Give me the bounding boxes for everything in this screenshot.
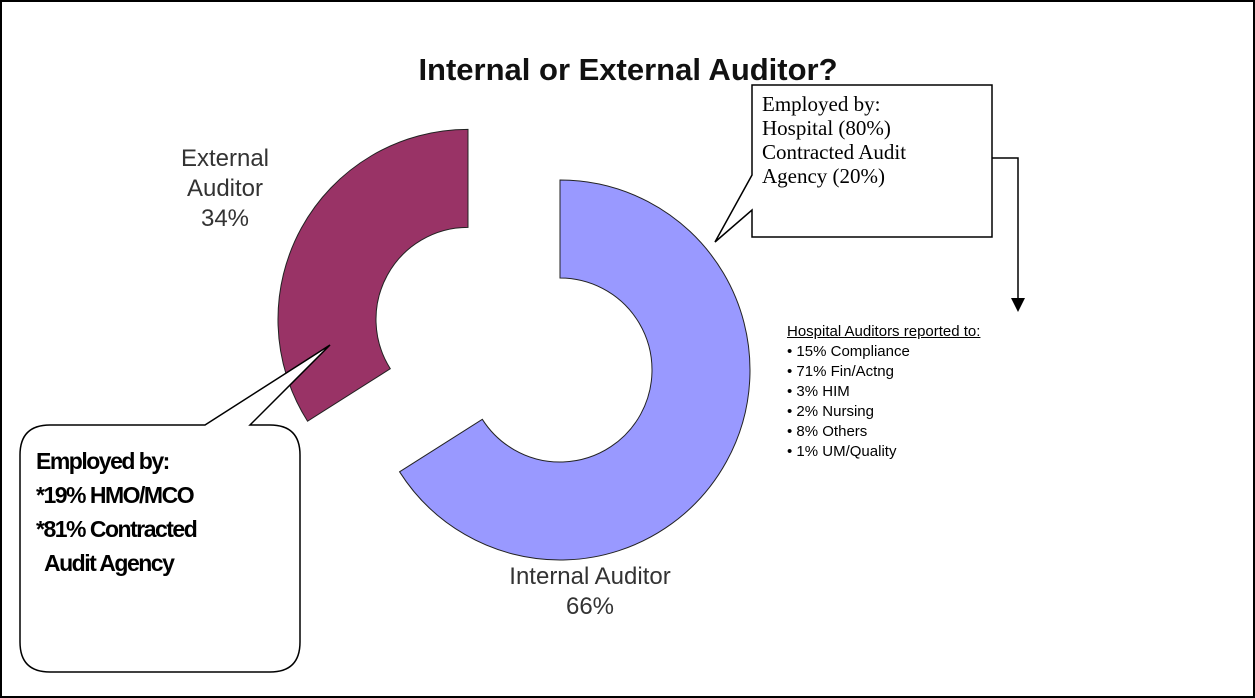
list-text: 1% UM/Quality: [796, 443, 897, 460]
list-text: 71% Fin/Actng: [796, 363, 894, 380]
category-label: External Auditor 34%: [150, 144, 300, 234]
category-label: External Auditor: [180, 145, 270, 202]
connector: [992, 157, 1019, 300]
list-item: • 15% Compliance: [787, 342, 980, 362]
list-heading: Hospital Auditors reported to:: [787, 323, 981, 340]
bullet: •: [787, 443, 797, 460]
list-item: • 3% HIM: [787, 382, 980, 402]
list: • 15% Compliance • 71% Fin/Actng • 3% HIM •…: [787, 342, 980, 462]
bullet: •: [787, 403, 797, 420]
bullet: •: [787, 383, 797, 400]
annotation: Employed by: *19% HMO/MCO *81% Contracte…: [36, 444, 198, 580]
annotation-line: Employed by:: [762, 92, 881, 116]
annotation-line: *81% Contracted: [36, 516, 198, 542]
annotation-line: Audit Agency: [44, 550, 175, 576]
annotation: Hospital Auditors reported to: • 15% Com…: [787, 322, 980, 462]
arrow-head: [1011, 298, 1025, 312]
list-item: • 71% Fin/Actng: [787, 362, 980, 382]
slice: [277, 128, 469, 422]
list-text: 15% Compliance: [796, 343, 910, 360]
value-label: 66%: [565, 593, 615, 620]
list-item: • 1% UM/Quality: [787, 442, 980, 462]
callout-box: [19, 344, 331, 673]
category-label: Internal Auditor 66%: [440, 562, 740, 622]
annotation-line: Contracted Audit: [762, 140, 907, 164]
bullet: •: [787, 363, 797, 380]
callout-box: [714, 84, 993, 243]
annotation-line: Hospital (80%): [762, 116, 891, 140]
annotation-line: Employed by:: [36, 448, 170, 474]
list-text: 2% Nursing: [796, 403, 874, 420]
list-item: • 2% Nursing: [787, 402, 980, 422]
bullet: •: [787, 423, 797, 440]
donut: [277, 128, 751, 561]
annotation: Employed by: Hospital (80%) Contracted A…: [762, 92, 906, 188]
chart-title: Internal or External Auditor?: [418, 52, 837, 87]
bullet: •: [787, 343, 797, 360]
annotation-line: *19% HMO/MCO: [36, 482, 195, 508]
annotation-line: Agency (20%): [762, 164, 886, 188]
list-text: 8% Others: [796, 423, 868, 440]
list-item: • 8% Others: [787, 422, 980, 442]
slice: [398, 179, 751, 561]
list-text: 3% HIM: [796, 383, 850, 400]
category-label: Internal Auditor: [509, 563, 671, 590]
value-label: 34%: [200, 205, 250, 232]
